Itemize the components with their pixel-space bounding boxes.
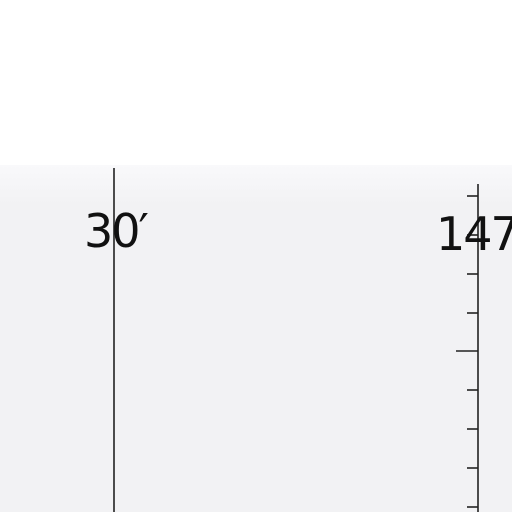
- meridian-label-left: 30′: [84, 208, 147, 254]
- meridian-label-right: 147: [436, 211, 512, 257]
